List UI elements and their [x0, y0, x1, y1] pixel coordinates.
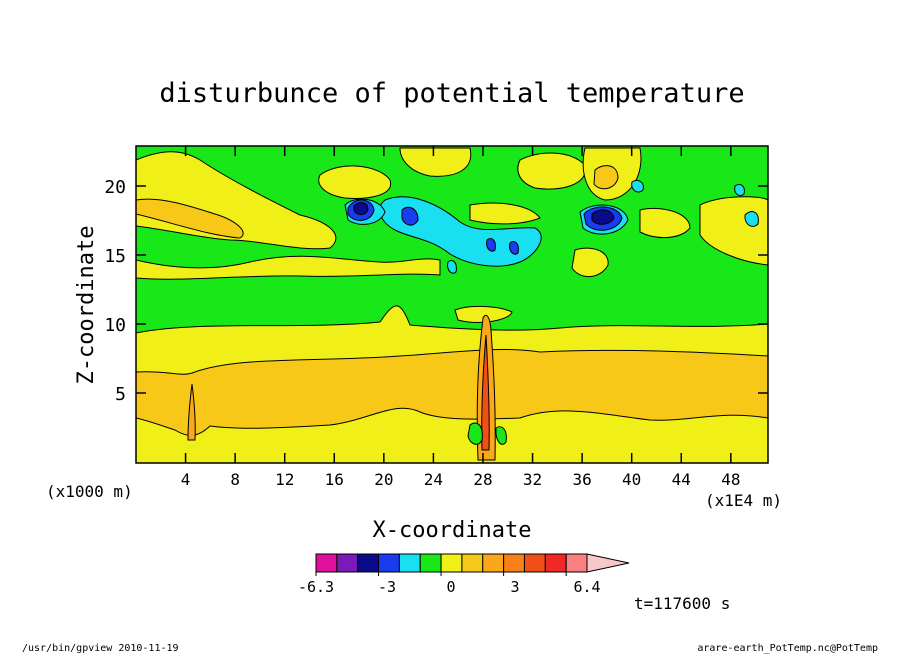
field-orange-blob-4: [593, 165, 619, 190]
field-orange-core: [136, 348, 768, 436]
colorbar-swatch: [544, 553, 567, 573]
y-tick-label: 15: [104, 246, 126, 267]
field-blue-core-small-2: [509, 240, 519, 255]
footer-right: arare-earth_PotTemp.nc@PotTemp: [697, 643, 878, 654]
time-label: t=117600 s: [634, 594, 730, 613]
field-yellow-blob-7: [571, 247, 609, 278]
x-tick-label: 8: [230, 470, 240, 489]
colorbar-swatch: [357, 553, 380, 573]
field-cyan-small-3: [744, 211, 759, 227]
field-blue-core-small: [486, 237, 496, 252]
x-tick-label: 28: [473, 470, 492, 489]
field-yellow-blob-6: [639, 207, 691, 238]
x-tick-label: 20: [374, 470, 393, 489]
y-tick-label: 20: [104, 177, 126, 198]
colorbar: [315, 553, 630, 576]
colorbar-swatch: [336, 553, 359, 573]
field-yellow-blob-8: [469, 202, 541, 225]
colorbar-swatch: [440, 553, 463, 573]
y-axis-label: Z-coordinate: [74, 226, 99, 385]
field-cyan-small-1: [631, 179, 644, 193]
x-tick-label: 36: [572, 470, 591, 489]
colorbar-swatch: [398, 553, 421, 573]
x-tick-label: 32: [523, 470, 542, 489]
x-tick-label: 4: [181, 470, 191, 489]
colorbar-label: -6.3: [298, 578, 334, 596]
y-axis: 5 10 15 20: [104, 177, 768, 405]
colorbar-swatch: [461, 553, 484, 573]
chart-title: disturbunce of potential temperature: [159, 78, 744, 109]
plot-area: [136, 146, 768, 463]
field-yellow-mid-band: [136, 255, 441, 280]
field-left-column: [187, 383, 196, 441]
y-tick-label: 5: [115, 384, 126, 405]
colorbar-swatch: [482, 553, 505, 573]
colorbar-label: 0: [446, 578, 455, 596]
colorbar-swatch: [565, 553, 588, 573]
field-cyan-small-2: [734, 183, 745, 197]
colorbar-extend-arrow: [586, 553, 630, 573]
y-tick-label: 10: [104, 315, 126, 336]
x-tick-label: 16: [325, 470, 344, 489]
colorbar-swatch: [503, 553, 525, 573]
colorbar-swatch: [523, 553, 546, 573]
x-axis: 4 8 12 16 20 24 28 32 36 40 44 48: [181, 146, 740, 489]
field-navy-core-left: [353, 202, 369, 215]
colorbar-label: 6.4: [573, 578, 600, 596]
field-orange-upper-left: [136, 198, 244, 239]
plot-frame: [135, 145, 769, 464]
x-unit-right: (x1E4 m): [705, 491, 782, 510]
field-yellow-blob-2: [399, 147, 472, 177]
x-tick-label: 48: [721, 470, 740, 489]
field-navy-core-right: [591, 209, 615, 225]
x-unit-left: (x1000 m): [46, 482, 133, 501]
field-yellow-blob-9: [454, 305, 513, 323]
colorbar-swatch: [419, 553, 442, 573]
colorbar-label: 3: [510, 578, 519, 596]
colorbar-label: -3: [378, 578, 396, 596]
footer-left: /usr/bin/gpview 2010-11-19: [22, 643, 179, 654]
field-green-lower-patch-2: [495, 426, 507, 445]
colorbar-swatch: [315, 553, 338, 573]
field-plume-core: [481, 334, 490, 451]
field-cyan-center: [379, 196, 542, 267]
x-tick-label: 12: [275, 470, 294, 489]
field-green-lower-patch: [467, 422, 483, 445]
x-tick-label: 44: [672, 470, 691, 489]
field-yellow-blob-3: [517, 152, 586, 190]
x-tick-label: 24: [424, 470, 443, 489]
x-tick-label: 40: [622, 470, 641, 489]
field-cyan-small-4: [447, 259, 457, 274]
field-yellow-blob-1: [318, 165, 392, 199]
field-blue-core-center: [401, 206, 419, 226]
x-axis-label: X-coordinate: [373, 518, 532, 543]
colorbar-swatch: [378, 553, 400, 573]
